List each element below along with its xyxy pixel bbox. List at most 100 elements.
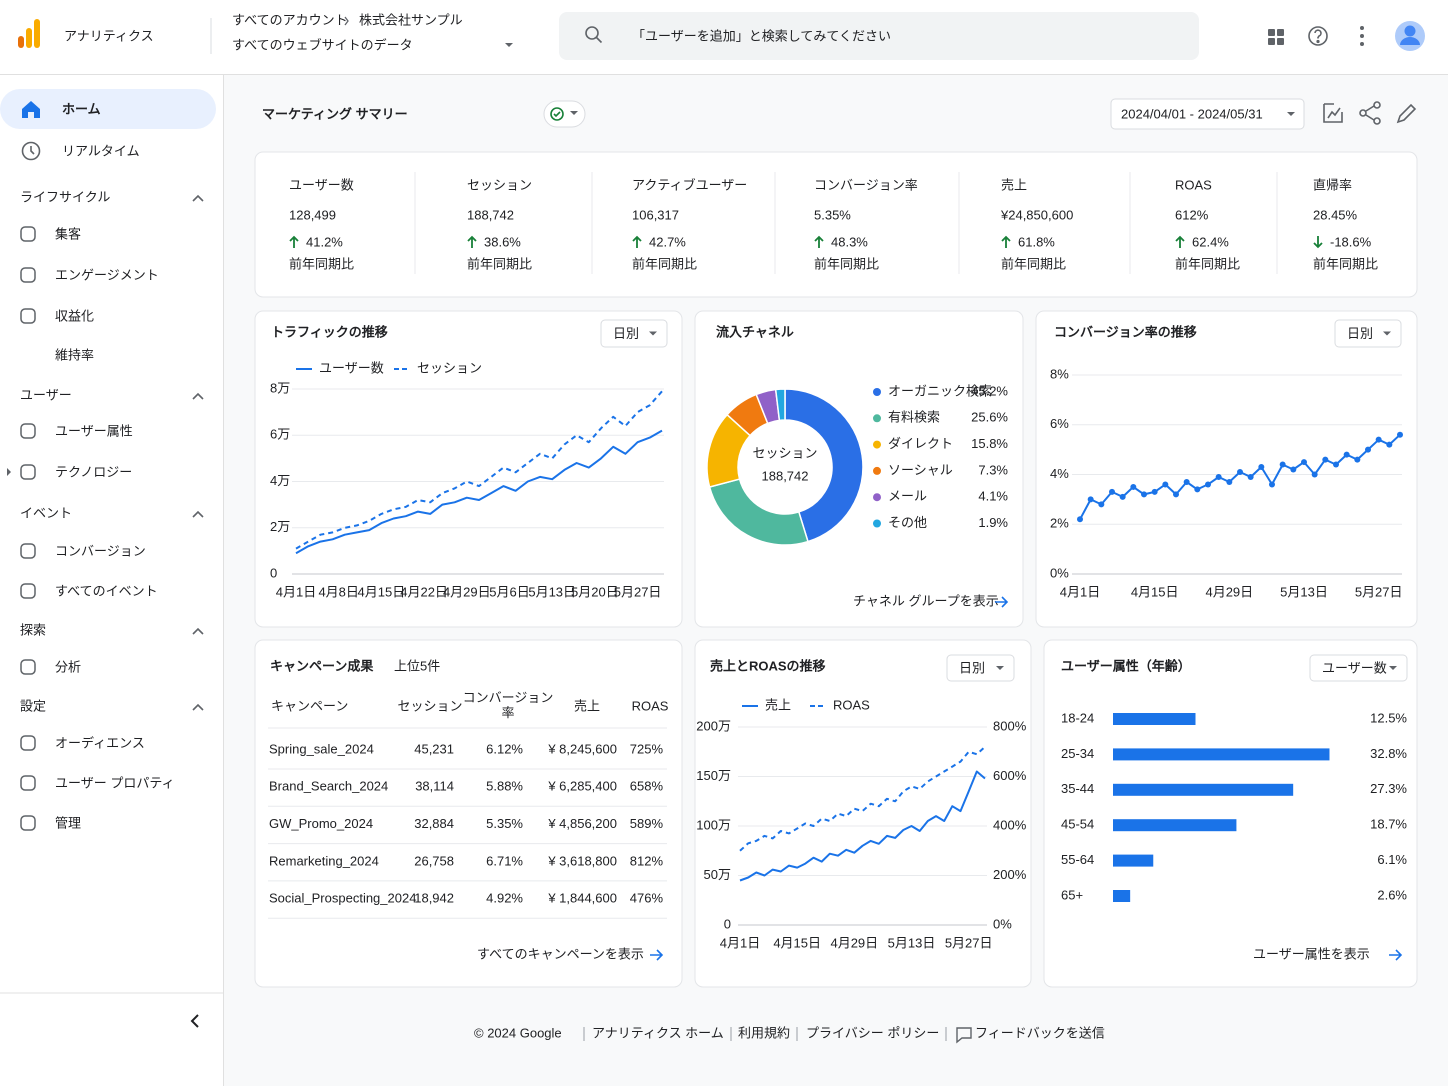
dropdown[interactable] (600, 319, 668, 348)
nav-item[interactable]: ホーム (62, 101, 101, 116)
caret-icon (570, 111, 578, 115)
nav-active[interactable] (0, 89, 216, 129)
dropdown-label[interactable]: 日別 (959, 660, 985, 675)
data-point (1098, 501, 1105, 508)
nav-section[interactable]: イベント (20, 505, 72, 520)
bar-label: 55-64 (1061, 852, 1094, 867)
card (1035, 310, 1418, 628)
report-icon (1323, 103, 1343, 123)
nav-item[interactable]: 分析 (55, 659, 81, 674)
search-placeholder: 「ユーザーを追加」と検索してみてください (632, 28, 891, 43)
bar-label: 65+ (1061, 887, 1083, 902)
chevron-icon (192, 627, 204, 635)
bar (1113, 748, 1330, 761)
x-tick-label: 4月29日 (830, 935, 878, 950)
trend-icon (289, 235, 299, 248)
help-icon (1314, 29, 1322, 39)
logo-bar (34, 19, 40, 48)
nav-item[interactable]: 維持率 (55, 347, 94, 362)
date-range[interactable]: 2024/04/01 - 2024/05/31 (1121, 106, 1263, 121)
caret-icon (996, 666, 1004, 670)
data-point (1151, 488, 1158, 495)
table-cell: ¥ 8,245,600 (547, 741, 617, 756)
apps-icon (1277, 29, 1284, 36)
kpi-value: 128,499 (289, 207, 336, 222)
trend-icon (1001, 235, 1011, 248)
nav-item[interactable]: コンバージョン (55, 543, 146, 558)
dropdown-label[interactable]: 日別 (1347, 326, 1373, 341)
table-cell: 658% (630, 779, 664, 794)
nav-section[interactable]: ライフサイクル (20, 189, 110, 204)
table-cell: 38,114 (415, 779, 454, 794)
data-point (1237, 469, 1243, 476)
card-link[interactable]: すべてのキャンペーンを表示 (477, 946, 644, 961)
legend-label: ユーザー数 (319, 360, 384, 375)
bar-value: 6.1% (1377, 852, 1407, 867)
search-icon (585, 26, 599, 40)
footer-link[interactable]: 利用規約 (738, 1025, 790, 1040)
table-header: コンバージョン率 (463, 690, 554, 720)
breadcrumb[interactable]: すべてのアカウント (232, 12, 348, 27)
nav-item[interactable]: すべてのイベント (55, 583, 158, 598)
card-link[interactable]: チャネル グループを表示 (853, 593, 999, 608)
nav-icon (20, 267, 36, 283)
x-tick-label: 4月29日 (443, 584, 491, 599)
legend-value: 1.9% (978, 515, 1008, 530)
apps-icon (1268, 29, 1275, 36)
nav-section[interactable]: 探索 (20, 622, 46, 637)
date-range-picker[interactable] (1110, 98, 1305, 130)
page-title: マーケティング サマリー (262, 106, 408, 121)
chevron-icon (192, 703, 204, 711)
legend-dot (873, 519, 881, 528)
bar-label: 45-54 (1061, 817, 1094, 832)
donut-segment (784, 388, 864, 543)
breadcrumb[interactable]: 株式会社サンプル (359, 12, 463, 27)
table-cell: Spring_sale_2024 (269, 741, 374, 756)
feedback-icon (956, 1027, 972, 1044)
card-subtitle: 上位5件 (394, 658, 440, 673)
nav-item[interactable]: 収益化 (55, 308, 94, 323)
nav-item[interactable]: エンゲージメント (55, 267, 159, 282)
footer-link[interactable]: フィードバックを送信 (975, 1025, 1105, 1040)
kpi-change: 38.6% (484, 234, 521, 249)
nav-item[interactable]: テクノロジー (55, 464, 132, 479)
bar-value: 2.6% (1377, 887, 1407, 902)
nav-item[interactable]: 管理 (55, 815, 81, 830)
search-box[interactable] (559, 12, 1199, 60)
nav-item[interactable]: リアルタイム (62, 143, 140, 158)
nav-section[interactable]: ユーザー (20, 387, 72, 402)
legend-dot (873, 440, 881, 449)
footer-link[interactable]: アナリティクス ホーム (592, 1025, 724, 1040)
data-point (1183, 478, 1190, 485)
data-point (1205, 481, 1211, 488)
bar-label: 18-24 (1061, 710, 1094, 725)
caret-icon (1389, 666, 1397, 670)
kpi-label: 直帰率 (1313, 177, 1352, 192)
dropdown[interactable] (1309, 654, 1408, 682)
dropdown[interactable] (946, 654, 1015, 682)
nav-icon (20, 464, 36, 480)
dropdown-label[interactable]: ユーザー数 (1322, 660, 1387, 675)
chevron-icon (192, 194, 204, 202)
x-tick-label: 4月1日 (1060, 584, 1100, 599)
status-badge[interactable] (543, 100, 586, 128)
footer-link[interactable]: プライバシー ポリシー (806, 1025, 939, 1040)
dropdown[interactable] (1334, 319, 1402, 348)
dropdown-label[interactable]: 日別 (613, 326, 639, 341)
avatar (1400, 37, 1420, 45)
nav-section[interactable]: 設定 (20, 698, 46, 713)
nav-item[interactable]: ユーザー プロパティ (55, 775, 175, 790)
nav-item[interactable]: ユーザー属性 (55, 423, 133, 438)
table-cell: 5.35% (486, 816, 523, 831)
bar-value: 32.8% (1370, 746, 1407, 761)
breadcrumb-separator (344, 16, 349, 26)
table-cell: ¥ 4,856,200 (547, 816, 617, 831)
nav-item[interactable]: オーディエンス (55, 735, 145, 750)
card-link[interactable]: ユーザー属性を表示 (1253, 946, 1370, 961)
data-point (1162, 481, 1169, 488)
nav-item[interactable]: 集客 (55, 226, 81, 241)
property-selector[interactable]: すべてのウェブサイトのデータ (232, 37, 413, 52)
table-cell: Brand_Search_2024 (269, 779, 388, 794)
table-cell: 26,758 (414, 853, 454, 868)
more-icon (1360, 26, 1364, 30)
